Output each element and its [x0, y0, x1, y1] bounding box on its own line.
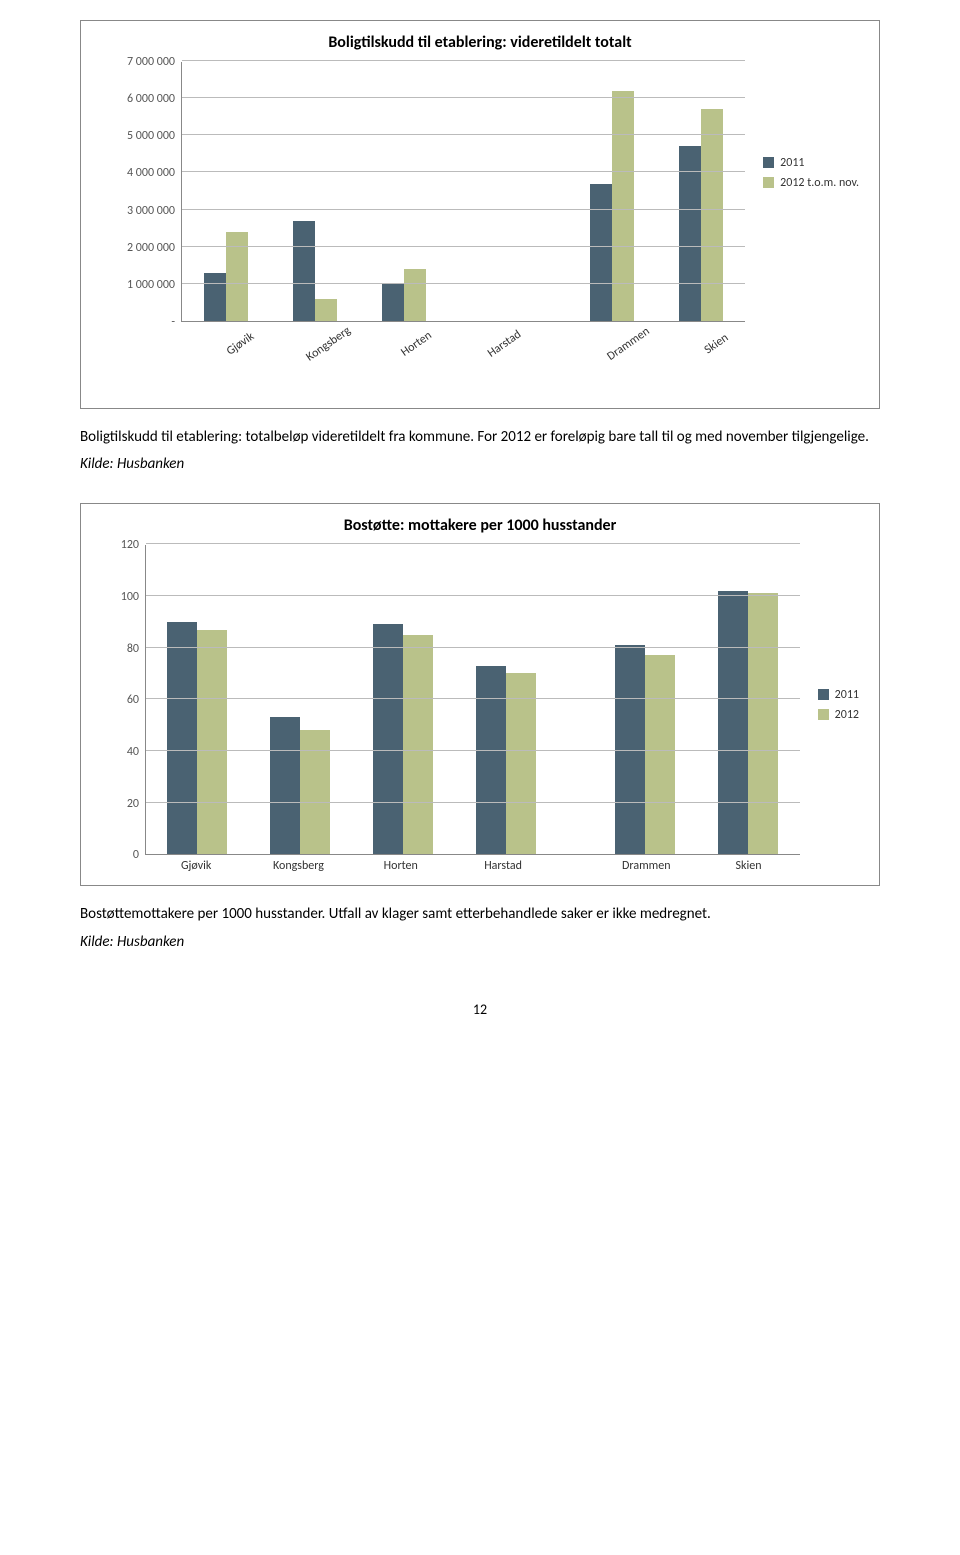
- y-tick-label: 20: [127, 797, 139, 811]
- chart-1-source: Kilde: Husbanken: [80, 455, 880, 473]
- chart-2-box: Bostøtte: mottakere per 1000 husstander …: [80, 503, 880, 886]
- bar: [204, 273, 226, 321]
- bar: [403, 635, 433, 855]
- gridline: [182, 171, 745, 172]
- y-tick-label: 120: [121, 538, 139, 552]
- y-tick-label: 1 000 000: [127, 278, 175, 292]
- bar: [701, 109, 723, 321]
- legend-item: 2012: [818, 708, 859, 722]
- y-tick-label: 4 000 000: [127, 166, 175, 180]
- legend-label: 2012 t.o.m. nov.: [780, 176, 859, 190]
- gridline: [182, 97, 745, 98]
- x-label: Harstad: [452, 855, 554, 877]
- bar: [718, 591, 748, 855]
- bar-group: [249, 717, 352, 854]
- gridline: [146, 802, 800, 803]
- bar: [270, 717, 300, 854]
- x-label: Gjøvik: [145, 855, 247, 877]
- gridline: [146, 750, 800, 751]
- legend-item: 2012 t.o.m. nov.: [763, 176, 859, 190]
- legend-swatch: [818, 709, 829, 720]
- gridline: [146, 595, 800, 596]
- chart-1-plotarea: [181, 62, 745, 322]
- bar-group: [352, 624, 455, 854]
- bar: [679, 146, 701, 321]
- y-tick-label: 7 000 000: [127, 55, 175, 69]
- bar: [645, 655, 675, 854]
- chart-2-plotarea: [145, 545, 800, 855]
- bar-group: [568, 91, 657, 321]
- bar: [590, 184, 612, 321]
- bar: [382, 284, 404, 321]
- chart-1-caption: Boligtilskudd til etablering: totalbeløp…: [80, 428, 869, 446]
- bar-group: [146, 622, 249, 855]
- bar: [612, 91, 634, 321]
- gridline: [182, 283, 745, 284]
- bar: [748, 593, 778, 854]
- x-label: Horten: [350, 855, 452, 877]
- legend-swatch: [818, 689, 829, 700]
- gridline: [182, 60, 745, 61]
- y-tick-label: 2 000 000: [127, 241, 175, 255]
- bar: [476, 666, 506, 855]
- y-tick-label: 6 000 000: [127, 92, 175, 106]
- y-tick-label: 60: [127, 693, 139, 707]
- y-tick-label: 100: [121, 590, 139, 604]
- legend-swatch: [763, 177, 774, 188]
- chart-2-title: Bostøtte: mottakere per 1000 husstander: [101, 516, 859, 535]
- chart-1-xlabels: GjøvikKongsbergHortenHarstadDrammenSkien: [181, 322, 745, 400]
- x-label: Kongsberg: [247, 855, 349, 877]
- gridline: [146, 698, 800, 699]
- gridline: [182, 209, 745, 210]
- legend-label: 2012: [835, 708, 859, 722]
- legend-item: 2011: [763, 156, 859, 170]
- bar-group: [697, 591, 800, 855]
- chart-2-source: Kilde: Husbanken: [80, 933, 880, 951]
- bar: [506, 673, 536, 854]
- chart-1-box: Boligtilskudd til etablering: videretild…: [80, 20, 880, 409]
- chart-1-plot: -1 000 0002 000 0003 000 0004 000 0005 0…: [101, 62, 745, 400]
- bar-group: [455, 666, 558, 855]
- legend-label: 2011: [780, 156, 804, 170]
- legend-label: 2011: [835, 688, 859, 702]
- chart-2-legend: 2011 2012: [800, 545, 859, 855]
- chart-1-title: Boligtilskudd til etablering: videretild…: [101, 33, 859, 52]
- y-tick-label: 80: [127, 642, 139, 656]
- legend-swatch: [763, 157, 774, 168]
- chart-1-legend: 2011 2012 t.o.m. nov.: [745, 62, 859, 322]
- gridline: [182, 134, 745, 135]
- chart-1-yaxis: -1 000 0002 000 0003 000 0004 000 0005 0…: [101, 62, 181, 322]
- x-label: Skien: [697, 855, 799, 877]
- gridline: [146, 647, 800, 648]
- y-tick-label: 40: [127, 745, 139, 759]
- page-number: 12: [80, 1001, 880, 1018]
- x-label: Drammen: [595, 855, 697, 877]
- chart-2-body: 020406080100120 GjøvikKongsbergHortenHar…: [101, 545, 859, 877]
- bar: [300, 730, 330, 854]
- gridline: [182, 246, 745, 247]
- chart-2-plot: 020406080100120 GjøvikKongsbergHortenHar…: [101, 545, 800, 877]
- chart-2-bars: [146, 545, 800, 854]
- chart-2-caption: Bostøttemottakere per 1000 husstander. U…: [80, 905, 711, 923]
- y-tick-label: 3 000 000: [127, 204, 175, 218]
- bar: [167, 622, 197, 855]
- bar: [197, 630, 227, 855]
- spacer-group: [554, 855, 595, 877]
- bar: [373, 624, 403, 854]
- chart-2-xlabels: GjøvikKongsbergHortenHarstad DrammenSkien: [145, 855, 800, 877]
- gridline: [146, 543, 800, 544]
- bar: [293, 221, 315, 321]
- chart-1-body: -1 000 0002 000 0003 000 0004 000 0005 0…: [101, 62, 859, 400]
- chart-2-yaxis: 020406080100120: [101, 545, 145, 855]
- bar-group: [656, 109, 745, 321]
- y-tick-label: 5 000 000: [127, 129, 175, 143]
- legend-item: 2011: [818, 688, 859, 702]
